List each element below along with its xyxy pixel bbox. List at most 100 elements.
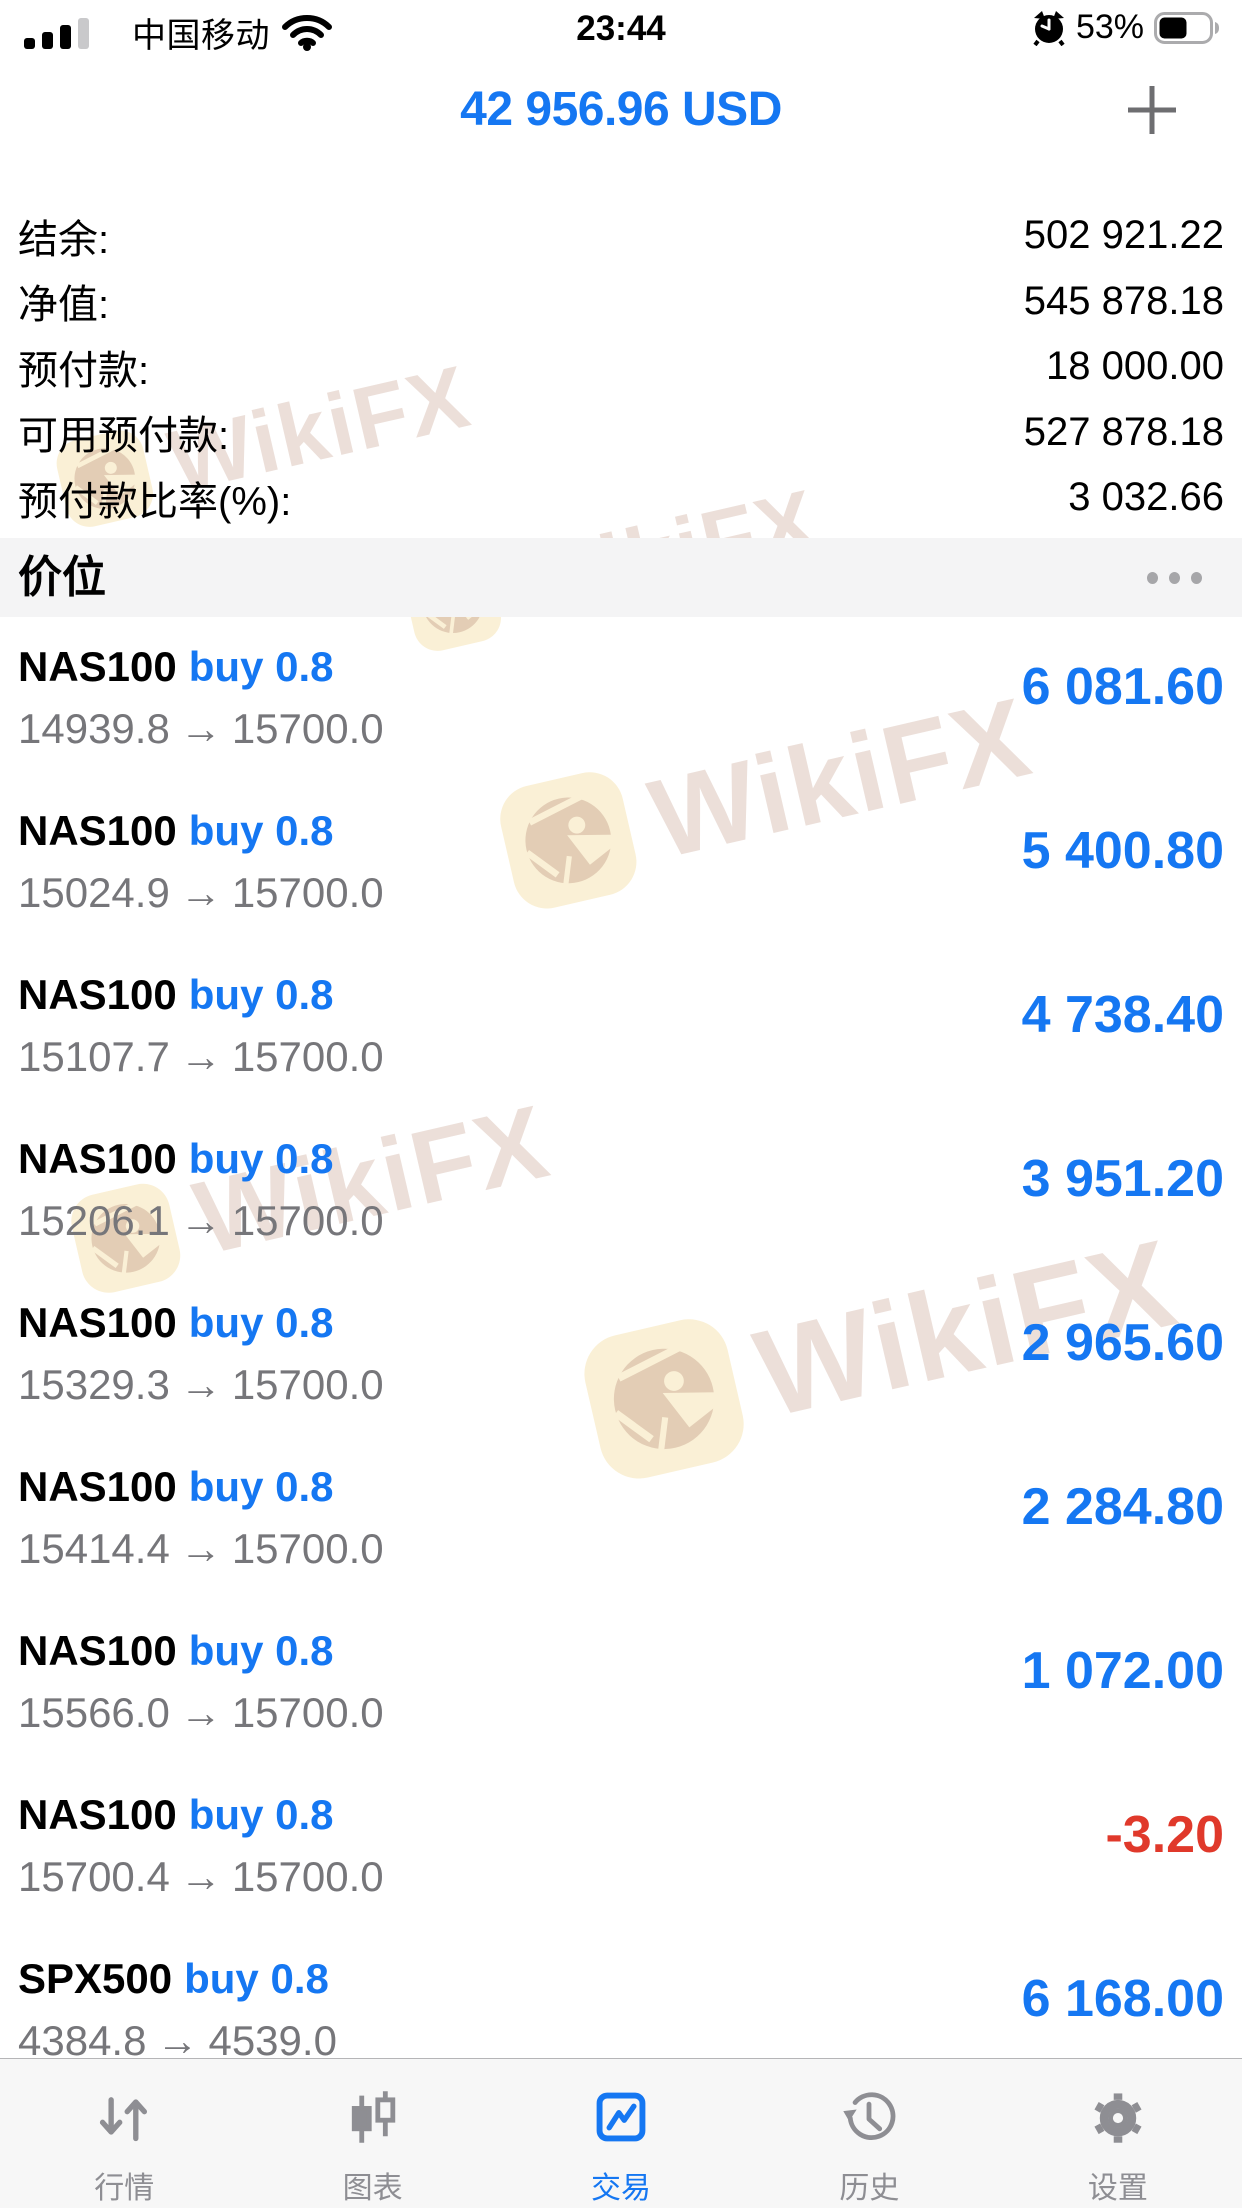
position-profit: 6 168.00 [1021, 1970, 1224, 2028]
position-prices: 15107.7 → 15700.0 [0, 1019, 1242, 1081]
current-price: 15700.0 [231, 1197, 384, 1244]
position-profit: 2 284.80 [1021, 1478, 1224, 1536]
open-price: 15700.4 [18, 1853, 170, 1900]
current-price: 15700.0 [231, 1853, 384, 1900]
summary-value: 3 032.66 [1068, 475, 1224, 520]
status-bar: 中国移动 23:44 53% [0, 0, 1242, 60]
summary-row-margin: 预付款: 18 000.00 [18, 334, 1224, 400]
arrow-right-icon: → [179, 1689, 222, 1736]
tab-settings[interactable]: 设置 [994, 2059, 1242, 2208]
position-side-volume: buy 0.8 [188, 1135, 334, 1182]
position-side-volume: buy 0.8 [184, 1955, 329, 2002]
position-row[interactable]: NAS100 buy 0.8 15414.4 → 15700.0 2 284.80 [0, 1437, 1242, 1601]
summary-value: 502 921.22 [1023, 213, 1224, 258]
position-prices: 4384.8 → 4539.0 [0, 2003, 1242, 2065]
trade-chart-icon [596, 2092, 646, 2142]
position-side-volume: buy 0.8 [188, 1627, 334, 1674]
position-symbol: NAS100 [18, 1627, 177, 1674]
bottom-tab-bar: 行情 图表 交易 历史 [0, 2058, 1242, 2208]
position-row[interactable]: NAS100 buy 0.8 15206.1 → 15700.0 3 951.20 [0, 1109, 1242, 1273]
position-row[interactable]: NAS100 buy 0.8 15700.4 → 15700.0 -3.20 [0, 1765, 1242, 1929]
position-prices: 15414.4 → 15700.0 [0, 1511, 1242, 1573]
position-title: NAS100 buy 0.8 [0, 1437, 1242, 1511]
position-row[interactable]: SPX500 buy 0.8 4384.8 → 4539.0 6 168.00 [0, 1929, 1242, 2093]
account-summary: 结余: 502 921.22 净值: 545 878.18 预付款: 18 00… [18, 203, 1224, 531]
carrier-label: 中国移动 [132, 17, 270, 55]
position-title: NAS100 buy 0.8 [0, 1273, 1242, 1347]
current-price: 15700.0 [231, 869, 384, 916]
position-prices: 15700.4 → 15700.0 [0, 1839, 1242, 1901]
tab-label: 交易 [591, 2172, 652, 2205]
position-symbol: NAS100 [18, 1135, 177, 1182]
position-profit: 2 965.60 [1021, 1314, 1224, 1372]
position-symbol: SPX500 [18, 1955, 173, 2002]
position-symbol: NAS100 [18, 1463, 177, 1510]
current-price: 4539.0 [208, 2017, 337, 2064]
position-symbol: NAS100 [18, 1791, 177, 1838]
add-order-button[interactable] [1124, 82, 1180, 138]
position-title: NAS100 buy 0.8 [0, 1601, 1242, 1675]
current-price: 15700.0 [231, 1033, 384, 1080]
summary-label: 预付款比率(%): [18, 479, 292, 524]
tab-history[interactable]: 历史 [745, 2059, 993, 2208]
position-title: SPX500 buy 0.8 [0, 1929, 1242, 2003]
position-prices: 14939.8 → 15700.0 [0, 691, 1242, 753]
alarm-icon [1033, 10, 1065, 46]
position-side-volume: buy 0.8 [188, 1299, 334, 1346]
open-price: 15024.9 [18, 869, 170, 916]
arrow-right-icon: → [156, 2017, 199, 2064]
position-title: NAS100 buy 0.8 [0, 1109, 1242, 1183]
arrow-right-icon: → [179, 1853, 222, 1900]
summary-row-balance: 结余: 502 921.22 [18, 203, 1224, 269]
cellular-signal-icon [24, 17, 89, 49]
position-symbol: NAS100 [18, 1299, 177, 1346]
position-profit: -3.20 [1105, 1806, 1224, 1864]
position-profit: 6 081.60 [1021, 658, 1224, 716]
position-row[interactable]: NAS100 buy 0.8 15107.7 → 15700.0 4 738.40 [0, 945, 1242, 1109]
position-row[interactable]: NAS100 buy 0.8 15024.9 → 15700.0 5 400.80 [0, 781, 1242, 945]
tab-quotes[interactable]: 行情 [0, 2059, 248, 2208]
position-side-volume: buy 0.8 [188, 971, 334, 1018]
position-side-volume: buy 0.8 [188, 807, 334, 854]
tab-label: 图表 [342, 2172, 403, 2205]
open-price: 15206.1 [18, 1197, 170, 1244]
wifi-icon [282, 14, 332, 51]
position-title: NAS100 buy 0.8 [0, 781, 1242, 855]
position-title: NAS100 buy 0.8 [0, 945, 1242, 1019]
account-balance-title: 42 956.96 USD [460, 83, 782, 136]
open-price: 14939.8 [18, 705, 170, 752]
summary-label: 可用预付款: [18, 414, 230, 459]
tab-trade[interactable]: 交易 [497, 2059, 745, 2208]
position-profit: 3 951.20 [1021, 1150, 1224, 1208]
tab-charts[interactable]: 图表 [248, 2059, 496, 2208]
clock-time: 23:44 [576, 9, 666, 48]
open-price: 15329.3 [18, 1361, 170, 1408]
position-symbol: NAS100 [18, 807, 177, 854]
more-menu-icon[interactable] [1147, 572, 1202, 584]
positions-section-header: 价位 [0, 538, 1242, 617]
current-price: 15700.0 [231, 705, 384, 752]
positions-list: NAS100 buy 0.8 14939.8 → 15700.0 6 081.60 N… [0, 617, 1242, 2093]
current-price: 15700.0 [231, 1361, 384, 1408]
position-side-volume: buy 0.8 [188, 1791, 334, 1838]
summary-value: 18 000.00 [1046, 344, 1224, 389]
position-symbol: NAS100 [18, 971, 177, 1018]
charts-candles-icon [351, 2091, 395, 2143]
tab-label: 设置 [1087, 2172, 1148, 2205]
summary-value: 527 878.18 [1023, 409, 1224, 454]
arrow-right-icon: → [179, 1525, 222, 1572]
position-row[interactable]: NAS100 buy 0.8 15329.3 → 15700.0 2 965.60 [0, 1273, 1242, 1437]
position-title: NAS100 buy 0.8 [0, 617, 1242, 691]
open-price: 15566.0 [18, 1689, 170, 1736]
position-row[interactable]: NAS100 buy 0.8 14939.8 → 15700.0 6 081.60 [0, 617, 1242, 781]
position-row[interactable]: NAS100 buy 0.8 15566.0 → 15700.0 1 072.00 [0, 1601, 1242, 1765]
position-prices: 15329.3 → 15700.0 [0, 1347, 1242, 1409]
summary-row-free-margin: 可用预付款: 527 878.18 [18, 400, 1224, 466]
settings-gear-icon [1094, 2093, 1142, 2143]
summary-label: 净值: [18, 283, 110, 328]
battery-percent: 53% [1075, 8, 1144, 46]
arrow-right-icon: → [179, 705, 222, 752]
current-price: 15700.0 [231, 1525, 384, 1572]
arrow-right-icon: → [179, 1033, 222, 1080]
